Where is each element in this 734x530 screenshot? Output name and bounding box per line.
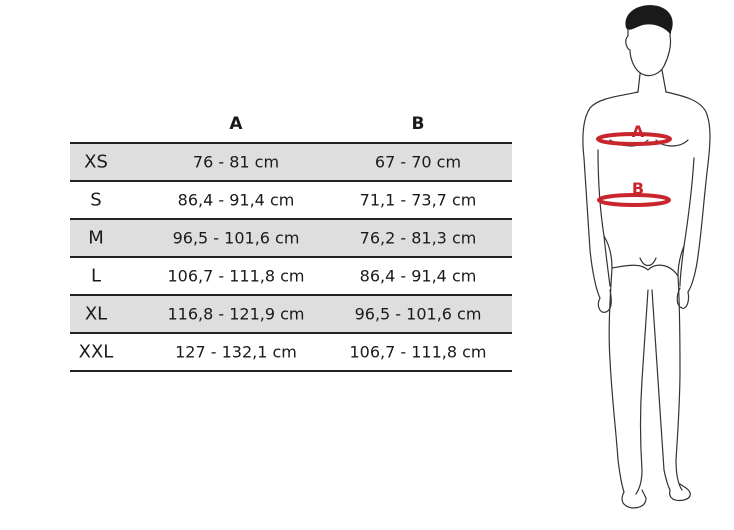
table-row: XXL 127 - 132,1 cm 106,7 - 111,8 cm <box>70 332 512 372</box>
table-row: M 96,5 - 101,6 cm 76,2 - 81,3 cm <box>70 218 512 256</box>
measure-a: 106,7 - 111,8 cm <box>167 266 305 286</box>
measure-a: 127 - 132,1 cm <box>175 342 297 362</box>
measure-b: 71,1 - 73,7 cm <box>359 190 477 210</box>
measure-b: 86,4 - 91,4 cm <box>359 266 477 286</box>
measure-a: 86,4 - 91,4 cm <box>177 190 295 210</box>
measure-a: 76 - 81 cm <box>192 152 280 172</box>
chest-measure-line <box>596 132 672 146</box>
label-a: A <box>632 122 645 141</box>
measure-a: 116,8 - 121,9 cm <box>167 304 305 324</box>
size-label: L <box>90 265 102 287</box>
header-b: B <box>411 114 425 134</box>
table-header-row: A B <box>70 110 512 142</box>
waist-measure-line <box>597 193 671 207</box>
size-label: M <box>88 227 104 249</box>
measure-b: 67 - 70 cm <box>374 152 462 172</box>
header-a: A <box>229 114 243 134</box>
size-chart-table: A B XS 76 - 81 cm 67 - 70 cm S 86,4 - 91… <box>70 110 512 372</box>
label-b: B <box>632 179 644 198</box>
table-row: XS 76 - 81 cm 67 - 70 cm <box>70 142 512 180</box>
table-row: S 86,4 - 91,4 cm 71,1 - 73,7 cm <box>70 180 512 218</box>
table-row: XL 116,8 - 121,9 cm 96,5 - 101,6 cm <box>70 294 512 332</box>
measure-b: 76,2 - 81,3 cm <box>359 228 477 248</box>
size-label: XXL <box>78 341 114 363</box>
body-measurement-figure: A B <box>582 5 711 509</box>
measure-b: 106,7 - 111,8 cm <box>349 342 487 362</box>
table-row: L 106,7 - 111,8 cm 86,4 - 91,4 cm <box>70 256 512 294</box>
measure-b: 96,5 - 101,6 cm <box>354 304 482 324</box>
size-label: S <box>90 189 102 211</box>
size-label: XS <box>84 151 108 173</box>
measure-a: 96,5 - 101,6 cm <box>172 228 300 248</box>
size-label: XL <box>84 303 108 325</box>
